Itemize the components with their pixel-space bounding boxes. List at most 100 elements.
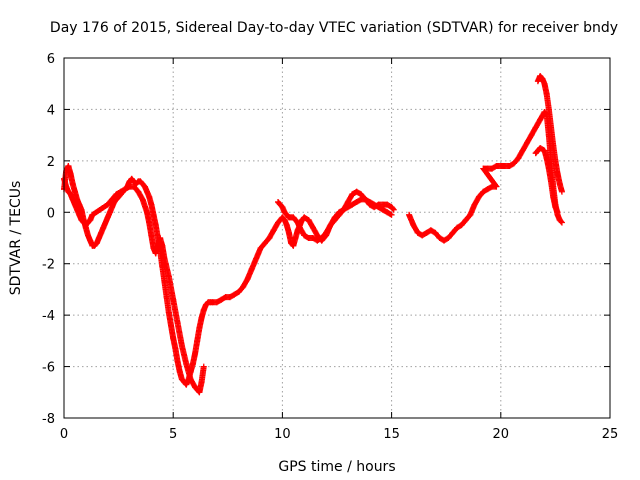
data-point [192, 384, 199, 391]
data-point [362, 196, 369, 203]
data-point [148, 201, 155, 208]
data-point [163, 294, 170, 301]
data-point [484, 186, 491, 193]
data-points [61, 73, 565, 396]
data-point [109, 196, 116, 203]
data-point [545, 132, 552, 139]
data-point [161, 278, 168, 285]
data-point [69, 196, 76, 203]
data-point [257, 245, 264, 252]
data-point [331, 217, 338, 223]
data-point [349, 191, 356, 198]
data-point [146, 193, 153, 200]
data-point [192, 350, 199, 357]
data-point [172, 345, 179, 352]
data-point [93, 240, 100, 247]
data-point [554, 209, 561, 216]
data-point [371, 201, 378, 208]
data-point [353, 199, 360, 205]
axis-ticks: 0 5 10 15 20 25 -8 -6 -4 -2 0 2 4 6 [42, 52, 618, 442]
y-tick-label-1: -6 [42, 361, 55, 376]
data-point [454, 224, 461, 231]
data-point [375, 204, 382, 211]
data-point [178, 343, 185, 349]
x-tick-label-5: 25 [602, 427, 619, 442]
data-point [253, 255, 260, 262]
data-point [309, 235, 316, 241]
data-point [148, 232, 155, 239]
data-point [266, 235, 273, 241]
data-point [139, 196, 146, 203]
x-tick-label-4: 20 [493, 427, 510, 442]
data-point [445, 235, 452, 241]
data-point [98, 229, 105, 236]
data-point [168, 322, 175, 329]
data-point [423, 229, 430, 236]
data-point [143, 188, 150, 195]
data-point [194, 337, 201, 344]
data-point [458, 222, 465, 229]
data-point [493, 183, 500, 190]
data-point [419, 232, 426, 239]
data-point [314, 232, 321, 239]
data-point [548, 178, 555, 185]
data-point [279, 204, 286, 211]
data-point [344, 204, 351, 211]
y-tick-label-0: -8 [42, 412, 55, 427]
data-point [85, 232, 92, 239]
data-point [550, 142, 557, 149]
data-point [414, 229, 421, 236]
data-point [170, 335, 177, 342]
data-point [174, 319, 181, 326]
data-point [141, 183, 148, 190]
data-point [336, 211, 343, 218]
data-point [176, 368, 183, 375]
data-point [130, 183, 137, 190]
data-point [218, 296, 225, 303]
data-point [165, 273, 172, 280]
data-point [541, 80, 548, 87]
data-point [489, 165, 496, 172]
series-2 [406, 73, 565, 244]
data-point [74, 206, 81, 213]
x-tick-label-0: 0 [60, 427, 68, 442]
data-point [67, 170, 74, 177]
data-point [388, 211, 395, 218]
data-point [89, 211, 96, 218]
data-point [150, 211, 157, 218]
data-point [545, 106, 552, 113]
data-point [65, 163, 72, 169]
data-point [524, 139, 531, 146]
data-point [432, 229, 439, 236]
data-point [449, 229, 456, 236]
data-point [152, 250, 159, 257]
data-point [270, 227, 277, 234]
data-point [109, 204, 116, 211]
grid-lines [64, 58, 610, 418]
data-point [187, 376, 194, 383]
data-point [318, 235, 325, 241]
data-point [387, 211, 394, 218]
data-point [106, 209, 113, 216]
data-point [296, 224, 303, 231]
data-point [95, 235, 102, 241]
data-point [550, 193, 557, 200]
data-point [248, 265, 255, 272]
data-point [550, 183, 557, 190]
data-point [519, 147, 526, 154]
data-point [323, 229, 330, 236]
data-point [292, 235, 299, 241]
data-point [146, 219, 153, 226]
chart-title: Day 176 of 2015, Sidereal Day-to-day VTE… [50, 20, 618, 36]
data-point [198, 314, 205, 321]
data-point [532, 150, 539, 157]
data-point [541, 147, 548, 154]
data-point [462, 217, 469, 223]
data-point [475, 193, 482, 200]
data-point [104, 214, 111, 221]
data-point [159, 242, 166, 249]
data-point [480, 188, 487, 195]
data-point [165, 309, 172, 316]
data-point [102, 219, 109, 226]
